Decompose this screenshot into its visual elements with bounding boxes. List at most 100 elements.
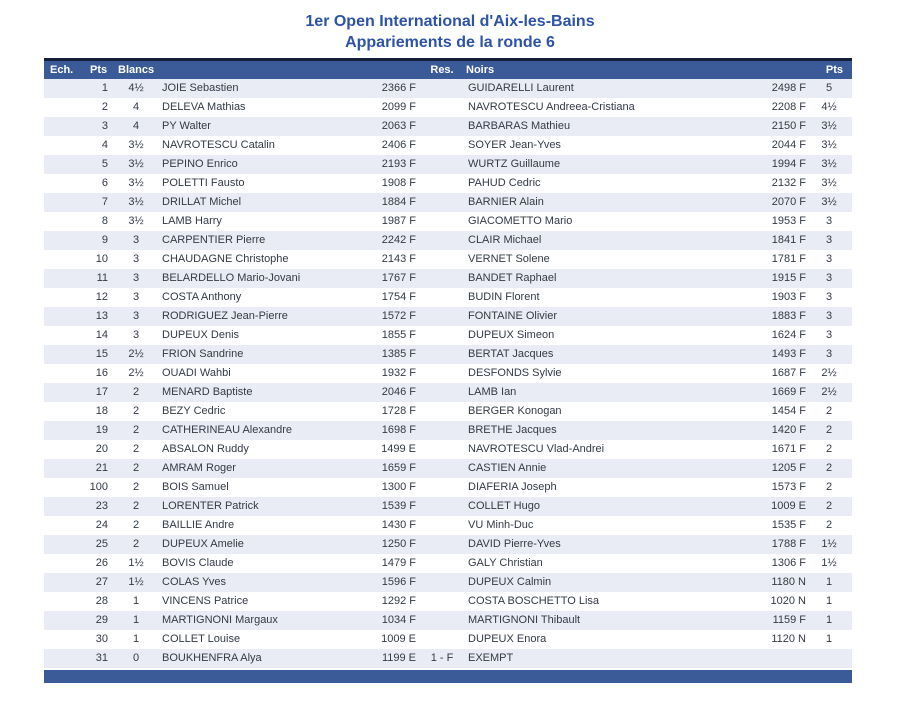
black-rating: 1841 F (771, 234, 806, 246)
white-player-name: BAILLIE Andre (162, 519, 235, 531)
table-row: 23 2 LORENTER Patrick 1539 F COLLET Hugo 1009… (44, 497, 852, 516)
black-player-name: SOYER Jean-Yves (468, 139, 561, 151)
black-rating: 1994 F (771, 158, 806, 170)
table-row: 5 3½ PEPINO Enrico 2193 F WURTZ Guillaume 199… (44, 155, 852, 174)
black-rating: 2044 F (771, 139, 806, 151)
black-player-name: GUIDARELLI Laurent (468, 82, 574, 94)
board-number: 20 (95, 443, 108, 455)
table-row: 11 3 BELARDELLO Mario-Jovani 1767 F BANDET R… (44, 269, 852, 288)
table-header: Ech. Pts Blancs Res. Noirs Pts (44, 58, 852, 79)
table-row: 9 3 CARPENTIER Pierre 2242 F CLAIR Michael 18… (44, 231, 852, 250)
table-row: 30 1 COLLET Louise 1009 E DUPEUX Enora 1120 N… (44, 630, 852, 649)
board-number: 4 (101, 139, 108, 151)
white-points: 2 (132, 405, 140, 417)
white-rating: 2099 F (381, 101, 416, 113)
black-rating: 1788 F (771, 538, 806, 550)
table-body: 1 4½ JOIE Sebastien 2366 F GUIDARELLI Lauren… (44, 79, 852, 668)
result (420, 174, 464, 193)
black-rating: 1535 F (771, 519, 806, 531)
white-rating: 1572 F (381, 310, 416, 322)
white-player-name: RODRIGUEZ Jean-Pierre (162, 310, 288, 322)
black-player-name: NAVROTESCU Vlad-Andrei (468, 443, 605, 455)
black-rating (714, 649, 806, 668)
board-number: 3 (101, 120, 108, 132)
board-number: 12 (95, 291, 108, 303)
black-points: 3 (825, 310, 833, 322)
pairings-table: Ech. Pts Blancs Res. Noirs Pts 1 4½ JOIE S… (44, 58, 852, 683)
black-points: 2 (825, 519, 833, 531)
white-points: 3 (132, 310, 140, 322)
black-rating: 1159 F (772, 614, 806, 626)
board-number: 29 (95, 614, 108, 626)
white-player-name: COLAS Yves (162, 576, 226, 588)
black-points: 1½ (821, 538, 837, 550)
white-rating: 1250 F (381, 538, 416, 550)
black-points: 3 (825, 291, 833, 303)
black-points: 3 (825, 234, 833, 246)
result (420, 155, 464, 174)
white-player-name: VINCENS Patrice (162, 595, 249, 607)
white-rating: 1499 E (381, 443, 416, 455)
header-result: Res. (430, 64, 454, 76)
white-rating: 1009 E (381, 633, 416, 645)
black-rating: 1573 F (771, 481, 806, 493)
board-number: 7 (101, 196, 108, 208)
white-rating: 1292 F (381, 595, 416, 607)
white-points: 3½ (128, 215, 144, 227)
board-number: 31 (95, 652, 108, 664)
white-player-name: COSTA Anthony (162, 291, 242, 303)
black-player-name: DAVID Pierre-Yves (468, 538, 561, 550)
white-rating: 1034 F (381, 614, 416, 626)
black-rating: 1420 F (771, 424, 806, 436)
table-row: 31 0 BOUKHENFRA Alya 1199 E 1 - F EXEMPT (44, 649, 852, 668)
black-player-name: MARTIGNONI Thibault (468, 614, 581, 626)
white-rating: 2366 F (381, 82, 416, 94)
white-points: 2 (132, 386, 140, 398)
black-points: 1 (825, 614, 833, 626)
white-rating: 2406 F (381, 139, 416, 151)
result (420, 364, 464, 383)
result (420, 231, 464, 250)
white-rating: 1698 F (381, 424, 416, 436)
result (420, 212, 464, 231)
header-black: Noirs (466, 64, 495, 76)
black-points: 2½ (821, 367, 837, 379)
white-points: 2 (132, 500, 140, 512)
white-rating: 1908 F (381, 177, 416, 189)
result (420, 307, 464, 326)
page-title: 1er Open International d'Aix-les-Bains A… (0, 11, 900, 53)
result (420, 269, 464, 288)
white-rating: 1987 F (381, 215, 416, 227)
black-rating: 1306 F (771, 557, 806, 569)
result (420, 288, 464, 307)
black-player-name: DESFONDS Sylvie (468, 367, 562, 379)
board-number: 10 (95, 253, 108, 265)
white-points: 3 (132, 234, 140, 246)
black-player-name: BERGER Konogan (468, 405, 562, 417)
black-rating: 1624 F (771, 329, 806, 341)
white-rating: 1767 F (381, 272, 416, 284)
result (420, 136, 464, 155)
white-player-name: DRILLAT Michel (162, 196, 242, 208)
table-row: 6 3½ POLETTI Fausto 1908 F PAHUD Cedric 2132 … (44, 174, 852, 193)
white-points: 3 (132, 329, 140, 341)
black-points: 2 (825, 500, 833, 512)
table-row: 28 1 VINCENS Patrice 1292 F COSTA BOSCHETTO … (44, 592, 852, 611)
white-points: 3½ (128, 158, 144, 170)
white-points: 4 (132, 101, 140, 113)
board-number: 9 (101, 234, 108, 246)
black-points: 2 (825, 462, 833, 474)
black-rating: 1669 F (771, 386, 806, 398)
result (420, 440, 464, 459)
black-player-name: EXEMPT (468, 652, 514, 664)
board-number: 13 (95, 310, 108, 322)
result (420, 592, 464, 611)
table-row: 4 3½ NAVROTESCU Catalin 2406 F SOYER Jean-Yv… (44, 136, 852, 155)
white-points: 3½ (128, 196, 144, 208)
board-number: 30 (95, 633, 108, 645)
white-points: 2 (132, 424, 140, 436)
white-player-name: JOIE Sebastien (162, 82, 239, 94)
white-points: 0 (132, 652, 140, 664)
table-row: 2 4 DELEVA Mathias 2099 F NAVROTESCU Andreea… (44, 98, 852, 117)
white-rating: 2242 F (381, 234, 416, 246)
